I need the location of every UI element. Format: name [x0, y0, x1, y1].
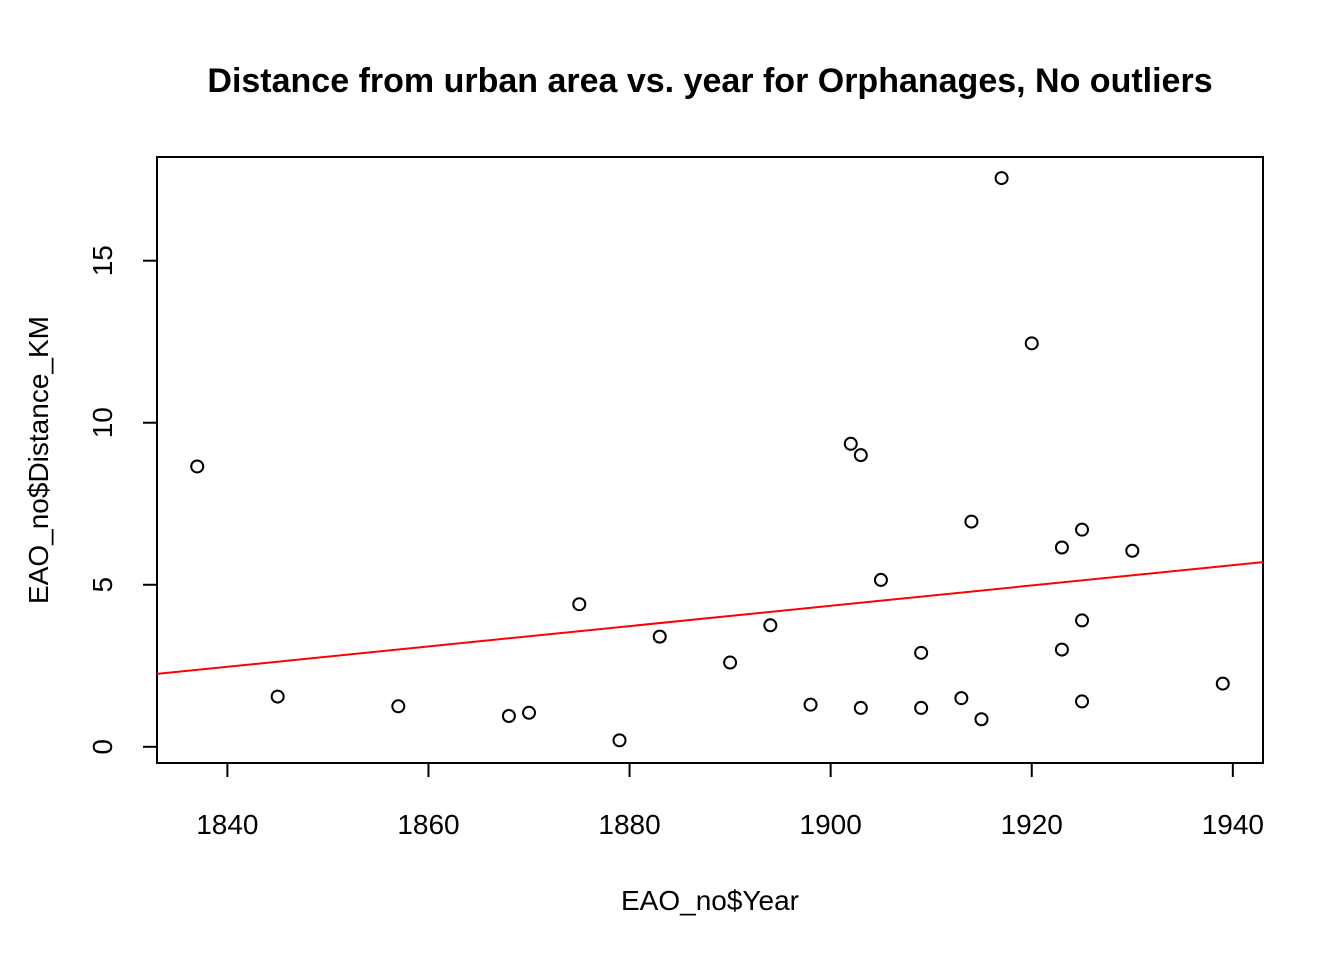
y-tick-label: 10 [87, 407, 118, 438]
data-point [1075, 613, 1090, 628]
data-point [914, 645, 929, 660]
data-point [763, 618, 778, 633]
plot-frame [156, 156, 1264, 764]
data-point [1125, 543, 1140, 558]
data-point [652, 629, 667, 644]
chart-title: Distance from urban area vs. year for Or… [207, 62, 1212, 100]
data-point [1075, 694, 1090, 709]
data-point [391, 699, 406, 714]
data-point [873, 572, 888, 587]
x-tick-label: 1840 [196, 809, 258, 840]
y-axis-label: EAO_no$Distance_KM [23, 316, 54, 604]
data-point [522, 705, 537, 720]
data-point [853, 700, 868, 715]
data-point [723, 655, 738, 670]
regression-line [156, 561, 1264, 675]
x-tick-label: 1880 [598, 809, 660, 840]
x-tick-label: 1900 [800, 809, 862, 840]
data-point [843, 436, 858, 451]
data-point [954, 691, 969, 706]
data-point [853, 448, 868, 463]
data-point [612, 733, 627, 748]
data-point [964, 514, 979, 529]
data-point [914, 700, 929, 715]
data-point [1024, 336, 1039, 351]
y-axis: 0 5 10 15 [87, 245, 158, 755]
data-point [803, 697, 818, 712]
x-axis: 1840 1860 1880 1900 1920 1940 [196, 762, 1264, 840]
x-tick-label: 1860 [397, 809, 459, 840]
data-points [190, 171, 1230, 748]
data-point [1075, 522, 1090, 537]
y-tick-label: 5 [87, 577, 118, 593]
data-point [572, 597, 587, 612]
y-tick-label: 15 [87, 245, 118, 276]
x-axis-label: EAO_no$Year [621, 885, 799, 916]
x-tick-label: 1920 [1001, 809, 1063, 840]
y-tick-label: 0 [87, 739, 118, 755]
data-point [1054, 642, 1069, 657]
data-point [1215, 676, 1230, 691]
data-point [190, 459, 205, 474]
data-point [270, 689, 285, 704]
data-point [501, 709, 516, 724]
data-point [994, 171, 1009, 186]
data-point [1054, 540, 1069, 555]
x-tick-label: 1940 [1202, 809, 1264, 840]
data-point [974, 712, 989, 727]
regression-line-layer [156, 561, 1264, 675]
